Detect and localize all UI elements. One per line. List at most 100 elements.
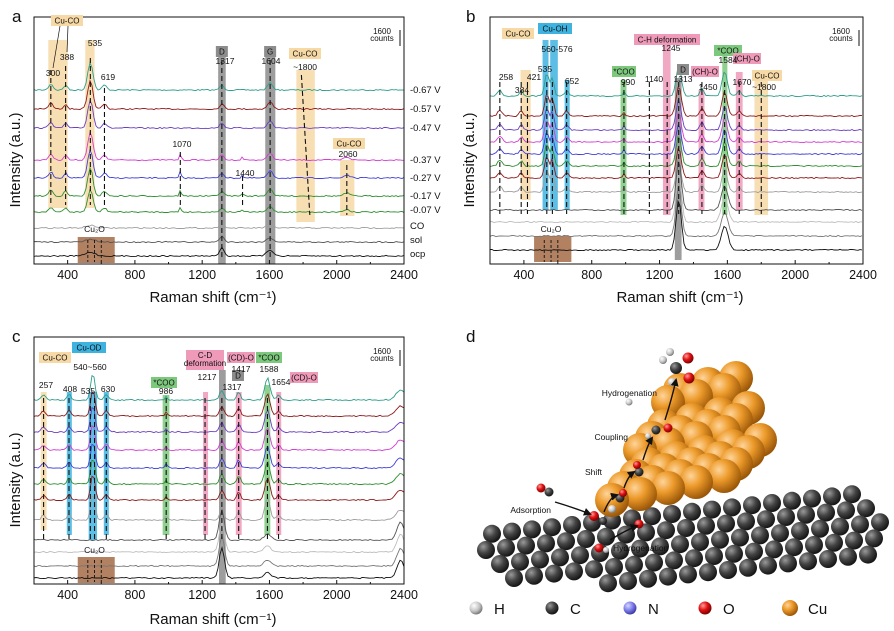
oxygen-atom [536, 483, 546, 493]
substrate-atom [803, 489, 821, 508]
peak-label: 1217 [198, 372, 217, 382]
substrate-atom [545, 564, 563, 583]
band [550, 40, 558, 210]
spectrum-trace [33, 508, 405, 542]
substrate-atom [785, 538, 803, 557]
tag-cu-co-box [752, 70, 782, 81]
substrate-atom [585, 560, 603, 579]
tag-cd-deformation: C-D deformation [184, 351, 226, 368]
tag-cd-o-box [227, 352, 255, 363]
panel-b-scale-bar: 1600 counts [829, 27, 860, 46]
x-tick-label: 800 [124, 588, 145, 602]
substrate-atom [503, 522, 521, 541]
tag-coo: *COO [258, 354, 279, 363]
peak-label: 1140 [645, 74, 664, 84]
substrate-atom [625, 555, 643, 574]
spectrum-trace [490, 199, 863, 252]
substrate-atom [565, 562, 583, 581]
panel-c-xticks: 400 800 1200 1600 2000 2400 [33, 580, 418, 602]
tag-cd-o: (CD)-O [291, 374, 317, 383]
step-label: Hydrogenation [602, 388, 658, 398]
substrate-atom [811, 519, 829, 538]
leader-line [52, 25, 61, 69]
substrate-atom [779, 554, 797, 573]
cu2o-label: Cu₂O [84, 224, 105, 234]
panel-a: a Intensity (a.u.) Raman shift (cm⁻¹) 40… [7, 7, 441, 306]
tag-g: G [267, 48, 273, 57]
peak-label: 1070 [173, 139, 192, 149]
spectrum-trace [33, 79, 405, 111]
step-label: Coupling [594, 432, 628, 442]
spectrum-trace [33, 475, 405, 502]
scale-bar-label: 1600 counts [829, 27, 853, 43]
spectrum-trace [33, 459, 405, 486]
oxygen-atom [682, 352, 694, 364]
spectrum-trace [33, 406, 405, 434]
peak-label: 986 [159, 386, 173, 396]
spectrum-trace [489, 186, 863, 238]
substrate-atom [557, 532, 575, 551]
substrate-atom [619, 572, 637, 590]
band [674, 78, 682, 260]
hydrogen-atom [608, 505, 616, 513]
step-arrow [623, 470, 636, 489]
spectrum-trace [33, 424, 405, 452]
tag-cu-co-box [289, 48, 321, 59]
band-cu-co [340, 160, 355, 216]
oxygen-atom [663, 423, 673, 433]
substrate-atom [491, 555, 509, 573]
substrate-atom [517, 536, 535, 555]
x-tick-label: 1200 [646, 268, 674, 282]
spectrum-trace [33, 188, 405, 214]
substrate-atom [823, 487, 841, 506]
substrate-atom [645, 553, 663, 572]
spectrum-trace [34, 443, 405, 470]
tag-ch-o: (CH)-O [692, 68, 718, 77]
peak-label: 1317 [216, 56, 235, 66]
x-tick-label: 2400 [390, 268, 418, 282]
trace-label: -0.67 V [410, 85, 441, 96]
x-tick-label: 400 [57, 588, 78, 602]
substrate-atom [859, 545, 877, 564]
spectrum-trace [33, 391, 405, 418]
substrate-atom [639, 569, 657, 588]
tag-coo: *COO [613, 68, 634, 77]
panel-b-frame [489, 16, 864, 265]
tag-d: D [235, 372, 241, 381]
peak-label: 535 [88, 38, 102, 48]
trace-label: -0.07 V [410, 205, 441, 216]
x-tick-label: 2000 [323, 268, 351, 282]
legend-swatch [469, 601, 483, 615]
tag-ch-o-box [733, 53, 761, 64]
panel-d: d HydrogenationCouplingShiftAdsorptionHy… [466, 327, 889, 618]
substrate-atom [757, 510, 775, 529]
substrate-atom [851, 515, 869, 534]
x-tick-label: 1200 [188, 268, 216, 282]
carbon-atom [651, 425, 661, 435]
substrate-atom [531, 550, 549, 569]
peak-label: ~1800 [752, 82, 776, 92]
panel-a-xlabel: Raman shift (cm⁻¹) [149, 289, 276, 306]
peak-label: 1654 [272, 377, 291, 387]
panel-c-annotations: Cu-CO Cu-OD *COO C-D deformation D (CD)-O *COO (… [39, 342, 318, 582]
panel-a-ylabel: Intensity (a.u.) [7, 112, 24, 207]
substrate-atom [739, 558, 757, 577]
panel-b-traces [489, 65, 863, 252]
tag-cu-co: Cu-CO [55, 17, 80, 26]
band-cu2o [534, 236, 572, 262]
cu2o-label: Cu₂O [84, 545, 105, 555]
panel-a-scale-bar: 1600 counts [370, 27, 401, 46]
peak-label: 1313 [674, 74, 693, 84]
substrate-atom [783, 491, 801, 510]
substrate-atom [599, 574, 617, 593]
carbon-atom [599, 517, 607, 525]
panel-b-ylabel: Intensity (a.u.) [461, 112, 478, 207]
tag-d: D [219, 48, 225, 57]
oxygen-atom [633, 461, 641, 469]
peak-label: 2060 [339, 149, 358, 159]
panel-c-scale-bar: 1600 counts [370, 347, 401, 366]
substrate-atom [751, 526, 769, 545]
substrate-atom [825, 533, 843, 552]
x-tick-label: 800 [124, 268, 145, 282]
